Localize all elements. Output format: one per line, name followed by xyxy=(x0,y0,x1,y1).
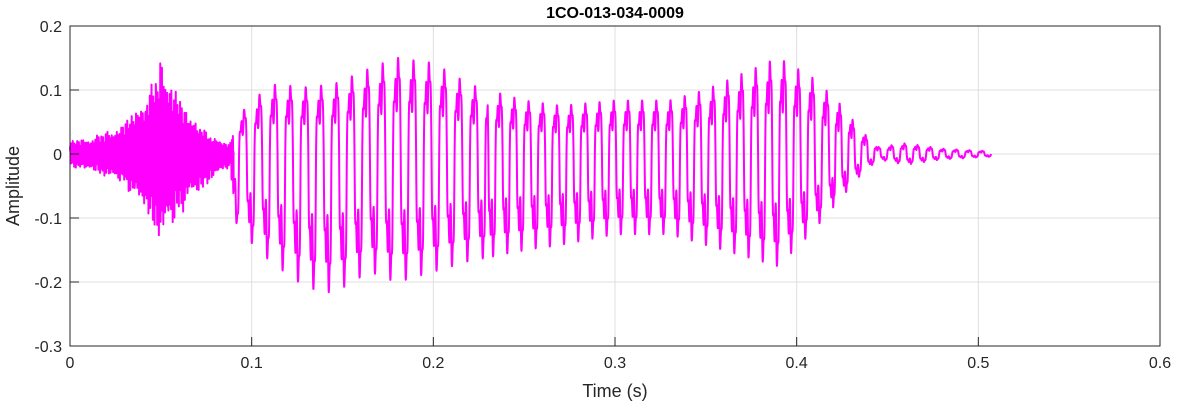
x-tick-label: 0.1 xyxy=(241,355,263,372)
x-tick-label: 0.3 xyxy=(604,355,626,372)
waveform-line xyxy=(69,56,993,294)
y-tick-label: -0.2 xyxy=(34,275,62,292)
x-tick-label: 0.6 xyxy=(1149,355,1171,372)
x-tick-label: 0.4 xyxy=(786,355,808,372)
y-axis-label: Amplitude xyxy=(3,146,23,226)
x-tick-label: 0 xyxy=(66,355,75,372)
y-tick-label: -0.1 xyxy=(34,211,62,228)
y-tick-label: 0.2 xyxy=(40,19,62,36)
series-waveform xyxy=(69,56,993,294)
x-tick-label: 0.2 xyxy=(422,355,444,372)
x-tick-label: 0.5 xyxy=(967,355,989,372)
y-tick-label: -0.3 xyxy=(34,339,62,356)
y-tick-labels: -0.3 -0.2 -0.1 0 0.1 0.2 xyxy=(34,19,62,356)
chart-title: 1CO-013-034-0009 xyxy=(546,5,684,22)
x-axis-label: Time (s) xyxy=(582,381,647,401)
x-gridlines xyxy=(251,26,979,346)
tick-marks xyxy=(69,25,1161,347)
x-tick-labels: 0 0.1 0.2 0.3 0.4 0.5 0.6 xyxy=(66,355,1172,372)
y-tick-label: 0.1 xyxy=(40,83,62,100)
y-tick-label: 0 xyxy=(53,147,62,164)
